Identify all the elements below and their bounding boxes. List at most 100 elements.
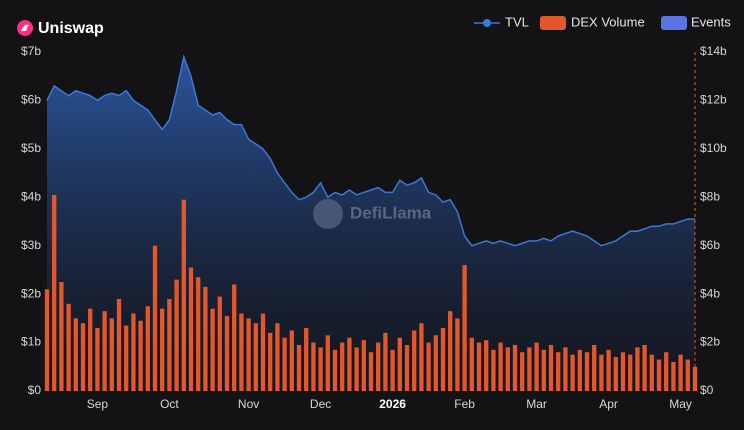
bar	[448, 311, 453, 391]
y2-tick-label: $0	[700, 383, 714, 397]
bar	[556, 352, 561, 391]
bar	[116, 298, 122, 391]
bar	[628, 354, 633, 391]
bar	[347, 337, 352, 391]
bar	[469, 337, 474, 391]
bar	[131, 313, 136, 391]
bar	[340, 342, 345, 391]
bar	[368, 352, 374, 391]
bar	[325, 335, 330, 391]
legend-marker	[540, 16, 566, 30]
bar	[109, 318, 114, 391]
watermark-logo	[313, 199, 343, 229]
y-tick-label: $0	[28, 383, 42, 397]
y2-tick-label: $14b	[700, 44, 727, 58]
area	[47, 56, 695, 392]
y2-tick-label: $12b	[700, 93, 727, 107]
bar	[541, 349, 546, 391]
legend-marker	[661, 16, 687, 30]
bar	[217, 296, 222, 391]
x-tick-label: May	[669, 397, 692, 411]
y-tick-label: $6b	[21, 93, 41, 107]
line	[46, 54, 695, 247]
x-tick-label: Mar	[526, 397, 547, 411]
bar	[404, 344, 410, 391]
bar	[491, 349, 496, 391]
bar	[390, 349, 395, 391]
bar	[160, 308, 165, 391]
bar	[383, 332, 388, 391]
bar	[376, 342, 381, 391]
bar	[275, 323, 280, 391]
bar	[311, 342, 316, 391]
y2-tick-label: $2b	[700, 335, 720, 349]
bar	[102, 311, 107, 391]
bar	[484, 340, 489, 391]
bar	[145, 306, 150, 391]
bar	[253, 323, 258, 391]
bar	[563, 347, 568, 391]
bar	[188, 267, 194, 391]
bar	[260, 313, 266, 391]
bar	[613, 357, 618, 391]
bar	[152, 245, 158, 391]
x-tick-label: Oct	[160, 397, 179, 411]
bar	[455, 318, 460, 391]
legend-label: DEX Volume	[571, 14, 645, 29]
bar	[268, 332, 273, 391]
legend-label: Events	[691, 14, 731, 29]
bar	[577, 349, 582, 391]
bar	[512, 344, 518, 391]
bar	[440, 328, 446, 391]
x-tick-label: 2026	[379, 397, 406, 411]
bar	[505, 347, 510, 391]
bar	[224, 315, 230, 391]
plot-area	[44, 54, 698, 392]
bar	[239, 313, 244, 391]
y-tick-label: $5b	[21, 141, 41, 155]
bar	[88, 308, 93, 391]
legend-label: TVL	[505, 14, 529, 29]
bar	[354, 347, 359, 391]
x-tick-label: Nov	[238, 397, 259, 411]
bar	[548, 344, 554, 391]
y2-tick-label: $10b	[700, 141, 727, 155]
bar	[318, 347, 323, 391]
bar	[232, 284, 237, 391]
bar	[138, 320, 143, 391]
bar	[95, 328, 100, 391]
bar	[678, 354, 683, 391]
bar	[426, 342, 431, 391]
bar	[685, 359, 690, 391]
y-tick-label: $7b	[21, 44, 41, 58]
bar	[167, 298, 172, 391]
y2-tick-label: $6b	[700, 238, 720, 252]
bar	[52, 194, 57, 391]
y-tick-label: $4b	[21, 189, 41, 203]
bar	[210, 308, 215, 391]
bar	[282, 337, 287, 391]
bar	[196, 277, 201, 391]
bar	[181, 199, 186, 391]
x-tick-label: Apr	[599, 397, 618, 411]
x-tick-label: Dec	[310, 397, 331, 411]
bar	[433, 335, 438, 391]
bar	[73, 318, 78, 391]
bar	[361, 340, 366, 391]
bar	[476, 342, 482, 391]
bar	[592, 344, 597, 391]
bar	[174, 279, 179, 391]
bar	[289, 330, 294, 391]
bar	[296, 344, 302, 391]
logo-glyph	[21, 24, 29, 31]
bar	[304, 328, 309, 391]
bar	[66, 303, 71, 391]
chart-title: Uniswap	[38, 20, 104, 37]
bar	[599, 354, 604, 391]
legend-marker	[483, 19, 491, 27]
x-tick-label: Sep	[87, 397, 109, 411]
bar	[59, 282, 64, 391]
bar	[635, 347, 640, 391]
bar	[80, 323, 86, 391]
bar	[498, 342, 503, 391]
